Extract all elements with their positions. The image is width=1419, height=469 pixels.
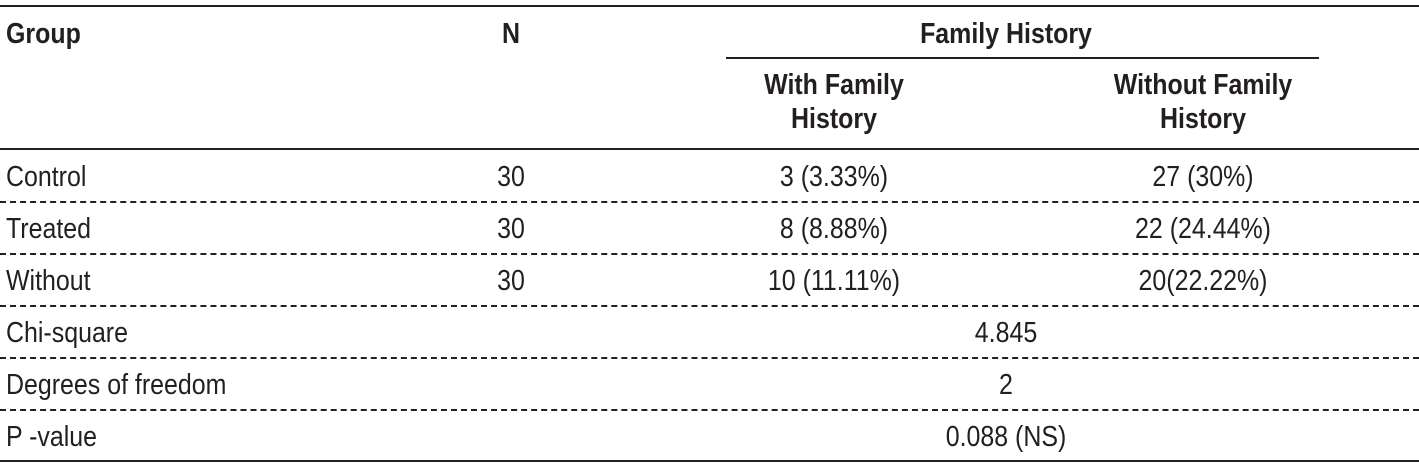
row-divider	[0, 409, 1419, 411]
row-with-value: 10 (11.11%)	[767, 265, 901, 297]
top-rule	[0, 5, 1419, 7]
header-with-line2: History	[791, 103, 877, 135]
row-with-value: 8 (8.88%)	[779, 213, 889, 245]
stat-value: 2	[999, 369, 1013, 401]
row-divider	[0, 357, 1419, 359]
row-without-value: 20(22.22%)	[1138, 265, 1268, 297]
header-with-line1: With Family	[764, 69, 904, 101]
bottom-rule	[0, 460, 1419, 462]
row-without-value: 27 (30%)	[1152, 161, 1254, 193]
stat-value: 4.845	[974, 317, 1038, 349]
row-divider	[0, 305, 1419, 307]
family-history-rule	[726, 57, 1319, 59]
header-group: Group	[6, 18, 81, 50]
row-without-value: 22 (24.44%)	[1135, 213, 1271, 245]
stat-label: P -value	[6, 421, 98, 453]
header-bottom-rule	[0, 148, 1419, 150]
row-n-value: 30	[497, 161, 525, 193]
header-with-family-history: With Family History	[705, 68, 963, 136]
row-n-value: 30	[497, 213, 525, 245]
row-divider	[0, 253, 1419, 255]
stat-label: Chi-square	[6, 317, 128, 349]
row-divider	[0, 201, 1419, 203]
row-group-label: Control	[6, 161, 87, 193]
stat-value: 0.088 (NS)	[945, 421, 1067, 453]
row-n-value: 30	[497, 265, 525, 297]
header-without-line2: History	[1160, 103, 1246, 135]
row-group-label: Without	[6, 265, 91, 297]
row-group-label: Treated	[6, 213, 92, 245]
header-n: N	[501, 18, 521, 50]
stat-label: Degrees of freedom	[6, 369, 227, 401]
row-with-value: 3 (3.33%)	[779, 161, 889, 193]
header-without-line1: Without Family	[1113, 69, 1293, 101]
header-without-family-history: Without Family History	[1074, 68, 1332, 136]
header-family-history: Family History	[920, 18, 1092, 50]
